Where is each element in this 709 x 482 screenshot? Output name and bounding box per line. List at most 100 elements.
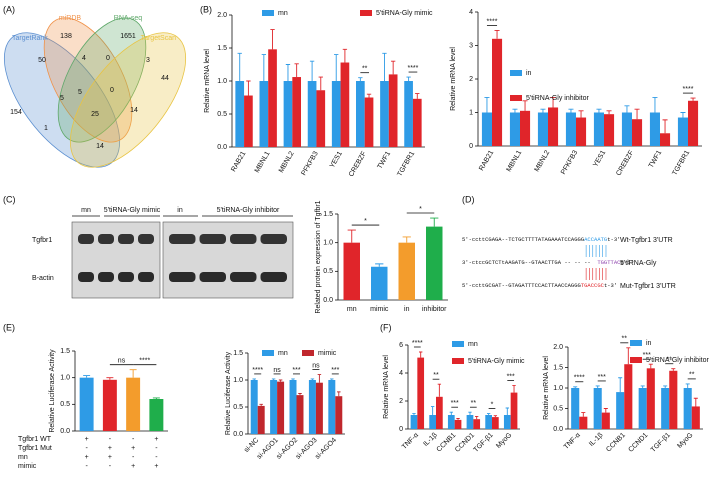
condition-sign: - <box>155 445 158 452</box>
bar <box>270 380 278 434</box>
condition-sign: - <box>109 463 112 470</box>
condition-sign: + <box>108 454 112 461</box>
bar <box>296 395 304 434</box>
y-tick-label: 6 <box>399 342 403 349</box>
error-bar <box>578 110 584 118</box>
significance-label: ** <box>689 372 695 379</box>
y-tick-label: 0 <box>469 143 473 150</box>
legend-label: in <box>526 70 532 77</box>
sequence-part: 3'-ctccGCTCTtAAGATG--GTAACTTGA -- -- -- <box>462 259 597 266</box>
error-bar <box>693 397 698 407</box>
error-bar <box>294 63 299 78</box>
condition-sign: + <box>154 436 158 443</box>
error-bar <box>402 236 411 243</box>
y-axis-label: Relative mRNA level <box>383 355 390 419</box>
blot-band <box>98 272 114 282</box>
bar <box>289 380 297 434</box>
significance-label: *** <box>292 367 300 374</box>
bar <box>364 97 374 147</box>
panel-label: (A) <box>3 4 15 14</box>
bar <box>388 74 398 147</box>
error-bar <box>568 108 574 113</box>
bar <box>548 107 559 146</box>
bar <box>126 377 141 431</box>
condition-sign: + <box>85 436 89 443</box>
error-bar <box>252 378 256 380</box>
error-bar <box>648 363 653 369</box>
blot-band <box>78 272 94 282</box>
significance-label: **** <box>487 18 498 25</box>
error-bar <box>475 415 479 420</box>
y-tick-label: 1.0 <box>323 240 333 247</box>
x-tick-label: in <box>404 306 410 313</box>
bar <box>473 419 481 429</box>
sequence-label: Wt-Tgfbr1 3'UTR <box>620 237 673 244</box>
bar <box>380 81 389 147</box>
y-tick-label: 1.0 <box>553 385 563 392</box>
error-bar <box>468 411 472 415</box>
bar <box>250 380 258 434</box>
significance-label: ns <box>273 367 281 374</box>
significance-label: **** <box>574 375 585 382</box>
significance-label: **** <box>252 367 263 374</box>
bar <box>277 381 285 434</box>
lane-label: mn <box>81 207 91 214</box>
error-bar <box>259 403 263 406</box>
condition-sign: + <box>85 454 89 461</box>
western-blot: mn 5'tiRNA-Gly mimic in 5'tiRNA-Gly inhi… <box>32 207 294 299</box>
significance-label: ** <box>471 400 477 407</box>
error-bar <box>573 386 578 388</box>
y-axis-label: Relative mRNA level <box>450 47 457 111</box>
significance-label: ** <box>667 357 673 364</box>
bar <box>259 81 269 147</box>
bar <box>661 388 670 429</box>
error-bar <box>505 407 509 415</box>
bar <box>688 100 699 146</box>
bar <box>149 399 164 431</box>
error-bar <box>685 383 690 388</box>
legend-swatch <box>302 350 314 356</box>
significance-label: ** <box>362 66 368 73</box>
venn-count: 0 <box>110 87 114 94</box>
error-bar <box>493 415 498 418</box>
error-bar <box>285 64 291 81</box>
significance-label: * <box>491 401 494 408</box>
y-tick-label: 0.5 <box>233 404 243 411</box>
legend-label: mn <box>468 341 478 348</box>
legend-label: mn <box>278 350 288 357</box>
y-tick-label: 2.0 <box>553 344 563 351</box>
bar <box>503 415 511 429</box>
significance-label: ** <box>622 336 628 343</box>
sequence: 5'-ccttGCGAT--GTAGATTTCCACTTAACCAGGGTGAC… <box>462 282 617 289</box>
lane-label: 5'tiRNA-Gly inhibitor <box>217 207 280 214</box>
panel-label: (C) <box>3 194 16 204</box>
error-bar <box>449 411 453 415</box>
legend-label: 5'tiRNA-Gly mimic <box>376 10 433 17</box>
bar <box>509 112 520 146</box>
sequence-label: 5'tiRNA-Gly <box>620 260 657 267</box>
bar <box>485 415 492 429</box>
venn-count: 14 <box>130 107 138 114</box>
y-tick-label: 4 <box>399 370 403 377</box>
bar <box>492 417 499 429</box>
bar <box>417 357 425 429</box>
y-tick-label: 2 <box>469 76 473 83</box>
legend-label: mimic <box>318 350 337 357</box>
venn-count: 1 <box>44 125 48 132</box>
y-tick-label: 0.0 <box>233 431 243 438</box>
venn-count: 50 <box>38 57 46 64</box>
condition-sign: + <box>131 445 135 452</box>
sequence-part: TGACCGC <box>581 282 605 289</box>
y-axis-label: Related protein expression of Tgfbr1 <box>315 200 322 313</box>
bar <box>292 77 301 147</box>
bar <box>537 112 548 146</box>
error-bar <box>606 110 612 115</box>
venn-count: 1651 <box>120 33 136 40</box>
error-bar <box>337 391 341 397</box>
blot-band <box>138 272 154 282</box>
blot-band <box>118 234 134 244</box>
y-tick-label: 0.5 <box>323 268 333 275</box>
bar <box>621 112 632 146</box>
bar <box>604 114 615 146</box>
